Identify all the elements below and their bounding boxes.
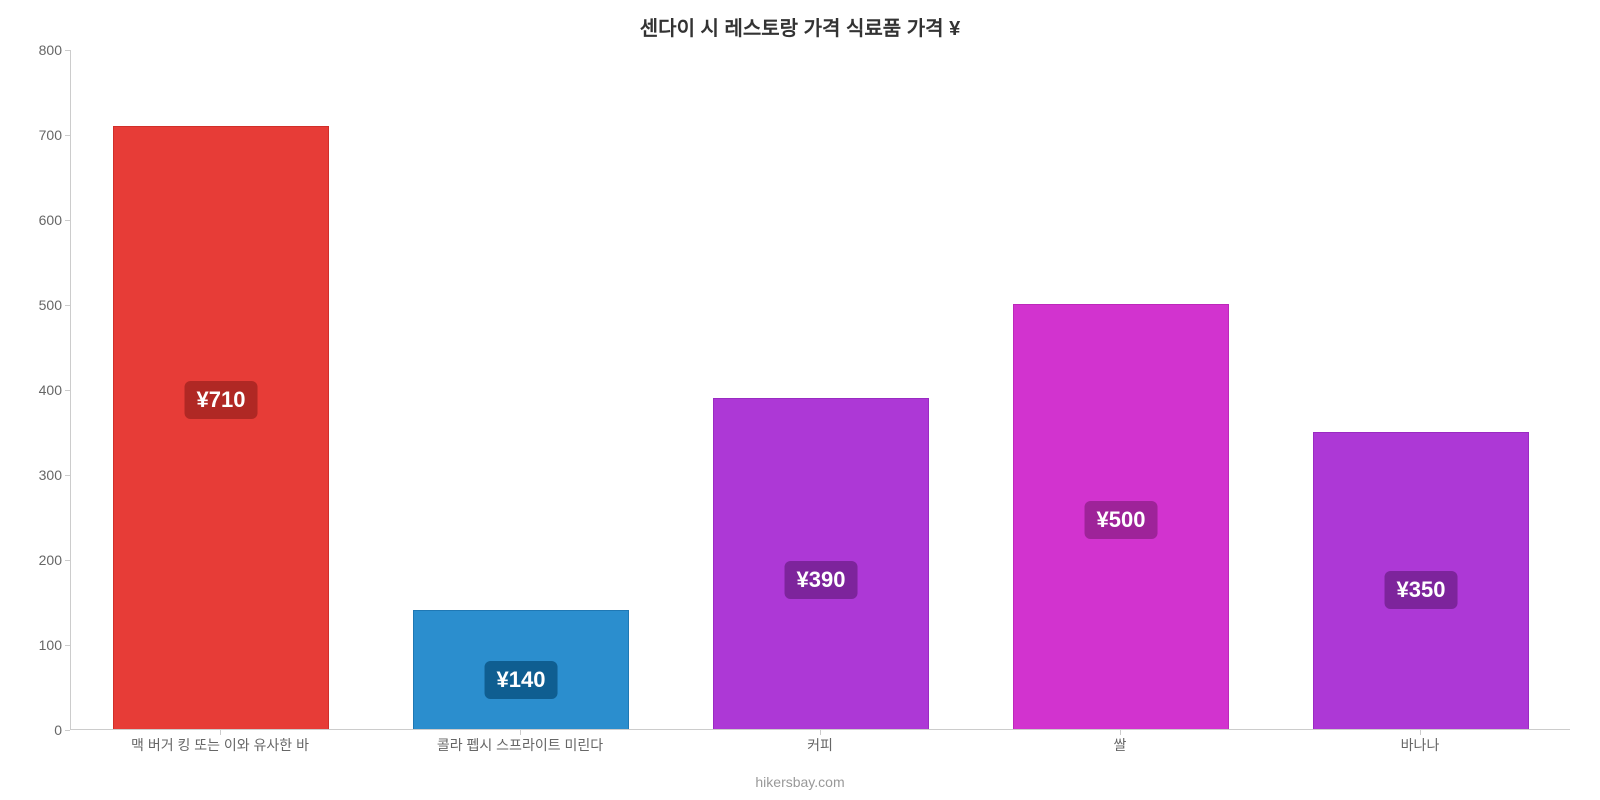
bar-value-label: ¥140 (485, 661, 558, 699)
bar-slot: ¥140 (371, 50, 671, 729)
bar-value-label: ¥390 (785, 561, 858, 599)
bar-slot: ¥500 (971, 50, 1271, 729)
bar (113, 126, 329, 730)
x-tick-label: 쌀 (1114, 735, 1127, 755)
bar-value-label: ¥350 (1385, 571, 1458, 609)
bar-slot: ¥390 (671, 50, 971, 729)
y-tick-label: 300 (12, 467, 62, 483)
y-tick-label: 700 (12, 127, 62, 143)
y-tick-label: 400 (12, 382, 62, 398)
y-tick-label: 500 (12, 297, 62, 313)
x-tick-label: 콜라 펩시 스프라이트 미린다 (437, 735, 603, 755)
bar-value-label: ¥710 (185, 381, 258, 419)
y-tick-label: 600 (12, 212, 62, 228)
y-tick-label: 200 (12, 552, 62, 568)
y-tick-label: 100 (12, 637, 62, 653)
bar-slot: ¥710 (71, 50, 371, 729)
x-tick-label: 커피 (807, 735, 833, 755)
bars-layer: ¥710 ¥140 ¥390 ¥500 ¥350 (71, 50, 1570, 729)
attribution-text: hikersbay.com (0, 774, 1600, 790)
bar-value-label: ¥500 (1085, 501, 1158, 539)
x-tick-label: 바나나 (1401, 735, 1440, 755)
x-tick-label: 맥 버거 킹 또는 이와 유사한 바 (131, 735, 309, 755)
chart-title: 센다이 시 레스토랑 가격 식료품 가격 ¥ (0, 12, 1600, 41)
y-tick-label: 800 (12, 42, 62, 58)
plot-area: ¥710 ¥140 ¥390 ¥500 ¥350 (70, 50, 1570, 730)
y-tick-label: 0 (12, 722, 62, 738)
price-bar-chart: 센다이 시 레스토랑 가격 식료품 가격 ¥ 0 100 200 300 400 500 6… (0, 0, 1600, 800)
y-tick-mark (65, 730, 70, 731)
bar-slot: ¥350 (1271, 50, 1571, 729)
